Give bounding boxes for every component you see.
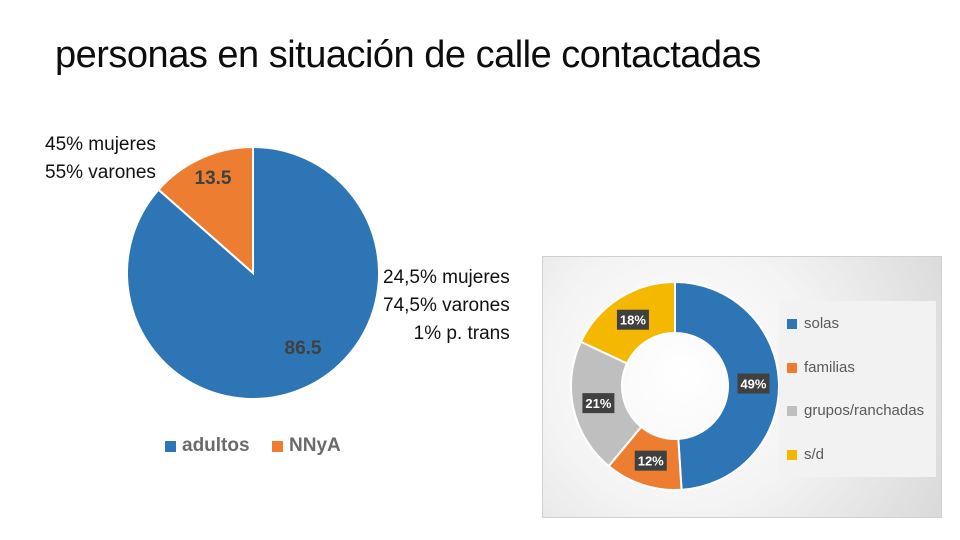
donut-label-box (634, 450, 667, 471)
donut-legend-item-solas: solas (787, 315, 839, 332)
donut-slice-solas (674, 280, 780, 491)
legend-label: grupos/ranchadas (804, 402, 925, 419)
donut-data-label: 49% (737, 373, 770, 394)
donut-label-box (737, 373, 770, 394)
legend-swatch (787, 449, 797, 460)
legend-label: solas (804, 315, 840, 332)
legend-swatch (787, 318, 797, 329)
pie-data-label: 13.5 (195, 168, 232, 189)
donut-label-text: 12% (638, 454, 664, 469)
legend-item-adultos: adultos (165, 435, 250, 457)
pie-slice-nnya (157, 145, 254, 276)
donut-label-text: 21% (585, 396, 611, 411)
donut-data-label: 18% (616, 309, 649, 330)
legend-label: adultos (182, 435, 250, 456)
donut-data-label: 21% (582, 393, 615, 414)
donut-label-box (616, 309, 649, 330)
donut-legend-item-sd: s/d (787, 446, 824, 463)
donut-legend-item-grupos: grupos/ranchadas (787, 402, 924, 419)
page-title: personas en situación de calle contactad… (55, 34, 761, 76)
donut-data-label: 12% (634, 450, 667, 471)
donut-label-box (582, 393, 615, 414)
legend-item-nnya: NNyA (272, 435, 341, 457)
donut-legend: solas familias grupos/ranchadas s/d (779, 301, 936, 477)
adultos-note-line: 24,5% mujeres (383, 267, 510, 288)
adultos-note-line: 74,5% varones (383, 295, 510, 316)
legend-label: NNyA (289, 435, 341, 456)
adultos-note-line: 1% p. trans (413, 323, 510, 344)
donut-legend-item-familias: familias (787, 359, 855, 376)
legend-swatch (787, 405, 797, 416)
nnya-gender-note: 45% mujeres 55% varones (45, 131, 156, 187)
donut-chart: 49% 12% 21% 18% (570, 280, 780, 491)
donut-label-text: 49% (740, 377, 766, 392)
adultos-gender-note: 24,5% mujeres 74,5% varones 1% p. trans (383, 264, 510, 348)
nnya-note-line: 45% mujeres (45, 134, 156, 155)
donut-chart-panel: 49% 12% 21% 18% solas familias grupos/ranch… (542, 256, 942, 518)
pie-data-label: 86.5 (285, 338, 322, 359)
donut-label-text: 18% (620, 313, 646, 328)
legend-label: familias (804, 359, 855, 376)
legend-swatch (787, 362, 797, 373)
nnya-note-line: 55% varones (45, 162, 156, 183)
legend-swatch (165, 440, 176, 452)
legend-swatch (272, 440, 283, 452)
legend-label: s/d (804, 446, 825, 463)
